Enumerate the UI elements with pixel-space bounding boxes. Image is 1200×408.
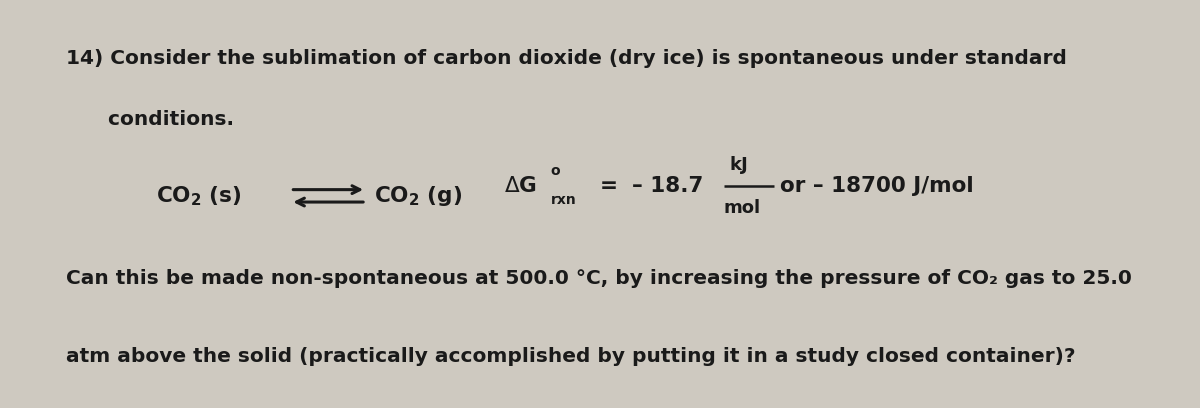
Text: kJ: kJ [730,156,749,174]
Text: – 18.7: – 18.7 [632,175,703,196]
Text: $\mathregular{CO_2}$ (g): $\mathregular{CO_2}$ (g) [374,184,462,208]
Text: or – 18700 J/mol: or – 18700 J/mol [780,175,973,196]
Text: conditions.: conditions. [66,110,234,129]
Text: $\mathregular{CO_2}$ (s): $\mathregular{CO_2}$ (s) [156,184,241,208]
Text: mol: mol [724,199,761,217]
Text: rxn: rxn [551,193,576,207]
Text: 14) Consider the sublimation of carbon dioxide (dry ice) is spontaneous under st: 14) Consider the sublimation of carbon d… [66,49,1067,68]
Text: Can this be made non-spontaneous at 500.0 °C, by increasing the pressure of CO₂ : Can this be made non-spontaneous at 500.… [66,269,1132,288]
Text: $\Delta$G: $\Delta$G [504,175,536,196]
Text: atm above the solid (practically accomplished by putting it in a study closed co: atm above the solid (practically accompl… [66,347,1075,366]
Text: =: = [600,175,618,196]
Text: o: o [551,164,560,177]
